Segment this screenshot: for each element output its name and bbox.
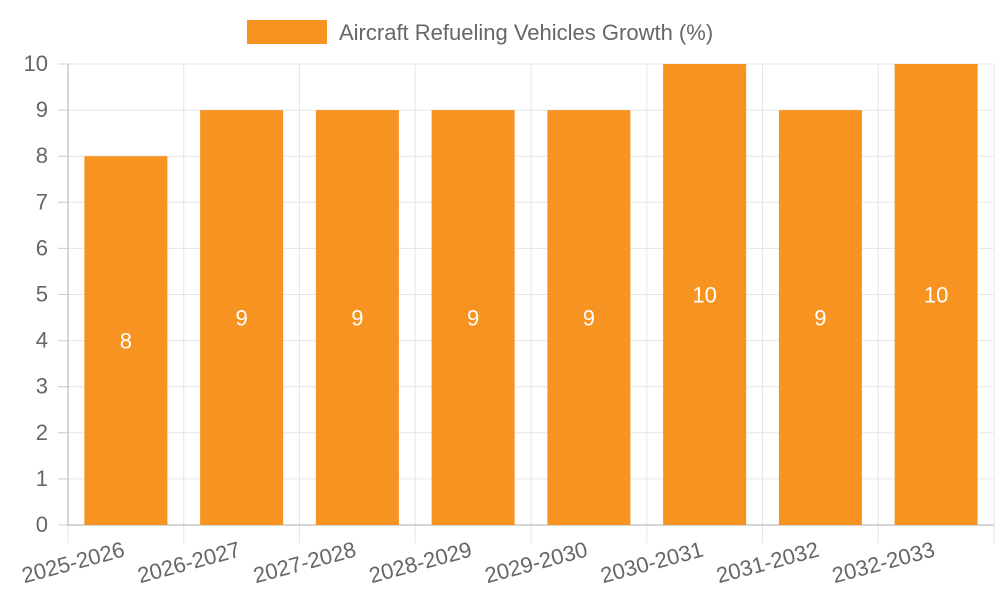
bar-value-label: 9 [467, 306, 479, 331]
x-axis-tick-label: 2025-2026 [19, 537, 127, 588]
x-axis-tick-labels: 2025-2026 2026-2027 2027-2028 2028-2029 2029… [19, 537, 937, 588]
x-axis-tick-label: 2028-2029 [366, 537, 474, 588]
y-axis-tick-label: 9 [36, 97, 48, 122]
x-axis-tick-label: 2026-2027 [135, 537, 243, 588]
bar-2025-2026[interactable] [84, 156, 168, 525]
y-axis-tick-label: 10 [24, 51, 48, 76]
y-axis-tick-label: 7 [36, 189, 48, 214]
y-axis-tick-label: 6 [36, 235, 48, 260]
bar-value-label: 9 [814, 306, 826, 331]
x-axis-tick-label: 2027-2028 [251, 537, 359, 588]
bar-2030-2031[interactable] [663, 64, 747, 525]
legend-label: Aircraft Refueling Vehicles Growth (%) [339, 20, 713, 45]
bar-2026-2027[interactable] [200, 110, 284, 525]
y-axis-tick-label: 4 [36, 328, 48, 353]
x-axis-tick-label: 2030-2031 [598, 537, 706, 588]
bar-2032-2033[interactable] [894, 64, 978, 525]
bar-value-label: 9 [236, 306, 248, 331]
legend[interactable]: Aircraft Refueling Vehicles Growth (%) [247, 20, 713, 45]
bars [84, 64, 978, 525]
x-axis-tick-label: 2029-2030 [482, 537, 590, 588]
bar-value-labels: 8 9 9 9 9 10 9 10 [120, 283, 949, 354]
y-axis-tick-label: 2 [36, 420, 48, 445]
bar-value-label: 8 [120, 329, 132, 354]
bar-2029-2030[interactable] [547, 110, 631, 525]
x-axis-tick-label: 2032-2033 [829, 537, 937, 588]
bar-value-label: 10 [924, 283, 948, 308]
y-axis-tick-labels: 0 1 2 3 4 5 6 7 8 9 10 [24, 51, 48, 537]
bar-value-label: 10 [692, 283, 716, 308]
x-axis-tick-label: 2031-2032 [714, 537, 822, 588]
y-axis-tick-label: 8 [36, 143, 48, 168]
y-axis-tick-label: 0 [36, 512, 48, 537]
bar-value-label: 9 [351, 306, 363, 331]
y-axis-tick-label: 1 [36, 466, 48, 491]
bar-2027-2028[interactable] [315, 110, 399, 525]
bar-2031-2032[interactable] [778, 110, 862, 525]
bar-2028-2029[interactable] [431, 110, 515, 525]
y-axis-tick-label: 3 [36, 374, 48, 399]
y-axis-tick-label: 5 [36, 282, 48, 307]
legend-swatch [247, 20, 327, 44]
bar-value-label: 9 [583, 306, 595, 331]
